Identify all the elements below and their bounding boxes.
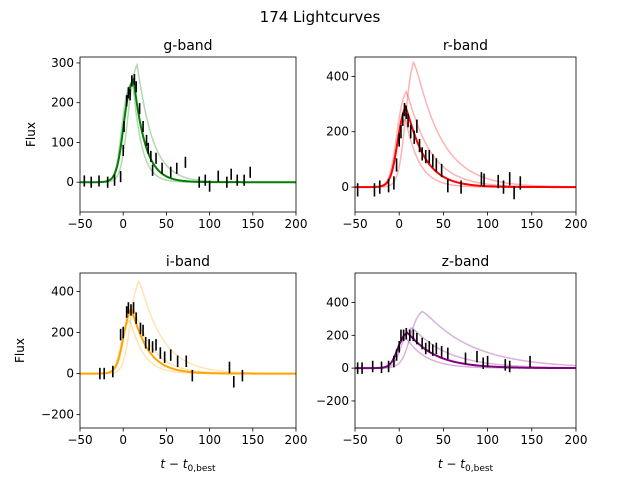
y-tick-label: 200 — [51, 326, 74, 340]
alt-fit-curve — [80, 62, 296, 183]
y-tick-label: 400 — [326, 296, 349, 310]
x-axis-label: t − t0,best — [160, 457, 216, 474]
best-fit-curve — [80, 306, 296, 375]
x-tick-label: 100 — [476, 217, 499, 231]
alt-fit-curve — [80, 79, 296, 183]
x-tick-label: 100 — [476, 433, 499, 447]
y-tick-label: 100 — [51, 135, 74, 149]
alt-fit-curve — [355, 89, 576, 188]
x-tick-label: 150 — [520, 433, 543, 447]
panel-4: −50 0 50 100 150 200 −200 0 200 400 z-band t − t0,b… — [316, 254, 587, 474]
y-axis-label: Flux — [24, 122, 38, 147]
best-fit-curve — [80, 76, 296, 184]
axes-frame — [354, 56, 577, 213]
figure-title: 174 Lightcurves — [260, 8, 381, 26]
y-axis-label: Flux — [13, 338, 27, 363]
y-tick-label: 0 — [341, 180, 349, 194]
x-tick-label: −50 — [342, 217, 367, 231]
alt-fit-curve — [80, 318, 296, 375]
x-tick-label: 50 — [436, 433, 451, 447]
x-tick-label: 100 — [198, 433, 221, 447]
y-tick-label: 200 — [326, 328, 349, 342]
y-tick-label: 200 — [326, 125, 349, 139]
plot-area — [80, 279, 296, 388]
x-tick-label: 0 — [395, 217, 403, 231]
x-tick-label: −50 — [342, 433, 367, 447]
panel-title: i-band — [166, 254, 210, 270]
x-tick-label: 200 — [565, 217, 588, 231]
x-tick-label: 150 — [241, 217, 264, 231]
y-tick-label: 0 — [341, 361, 349, 375]
x-tick-label: 50 — [436, 217, 451, 231]
y-tick-label: 300 — [51, 56, 74, 70]
x-tick-label: 150 — [241, 433, 264, 447]
x-tick-label: 150 — [520, 217, 543, 231]
alt-fit-curve — [355, 310, 576, 369]
y-tick-label: 0 — [66, 175, 74, 189]
x-tick-label: 200 — [285, 433, 308, 447]
axes-frame — [79, 56, 297, 213]
x-tick-label: 200 — [285, 217, 308, 231]
x-tick-label: 50 — [159, 217, 174, 231]
panel-2: −50 0 50 100 150 200 0 200 400 r-band — [326, 38, 587, 231]
x-axis-label: t − t0,best — [438, 457, 494, 474]
x-tick-label: 0 — [119, 217, 127, 231]
alt-fit-curve — [80, 279, 296, 375]
plot-area — [355, 60, 576, 200]
y-tick-label: 200 — [51, 96, 74, 110]
axes-frame — [79, 272, 297, 429]
alt-fit-curve — [80, 304, 296, 375]
x-tick-label: −50 — [67, 217, 92, 231]
plot-area — [355, 310, 576, 374]
alt-fit-curve — [355, 60, 576, 188]
y-tick-label: 400 — [51, 284, 74, 298]
panel-title: z-band — [442, 254, 490, 270]
x-tick-label: 0 — [395, 433, 403, 447]
best-fit-curve — [355, 104, 576, 189]
y-tick-label: −200 — [41, 408, 74, 422]
x-tick-label: 200 — [565, 433, 588, 447]
x-tick-label: 0 — [119, 433, 127, 447]
axes-frame — [354, 272, 577, 429]
x-tick-label: 50 — [159, 433, 174, 447]
y-tick-label: 400 — [326, 69, 349, 83]
plot-area — [80, 62, 296, 192]
panel-3: −50 0 50 100 150 200 −200 0 200 400 i-band Flux t − … — [13, 254, 307, 474]
panel-title: r-band — [443, 38, 488, 54]
panel-title: g-band — [163, 38, 212, 54]
x-tick-label: 100 — [198, 217, 221, 231]
panel-1: −50 0 50 100 150 200 0 100 200 300 g-band Flux — [24, 38, 307, 231]
y-tick-label: 0 — [66, 367, 74, 381]
y-tick-label: −200 — [316, 394, 349, 408]
x-tick-label: −50 — [67, 433, 92, 447]
